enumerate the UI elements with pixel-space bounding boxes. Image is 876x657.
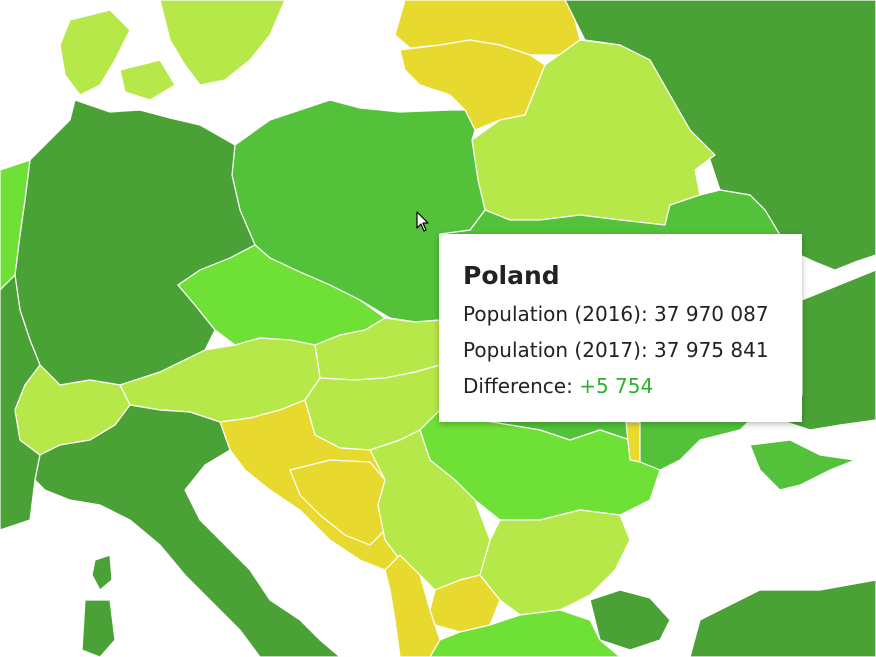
region-benelux[interactable] [0,159,31,291]
region-greece[interactable] [429,609,621,657]
region-germany[interactable] [14,99,256,386]
region-italy[interactable] [34,404,341,657]
region-sweden[interactable] [159,0,286,86]
tooltip-difference-label: Difference: [463,374,573,398]
country-tooltip: Poland Population (2016): 37 970 087 Pop… [439,234,802,422]
region-moldova[interactable] [625,421,641,463]
tooltip-difference-value: +5 754 [579,374,654,398]
tooltip-2016-label: Population (2016): [463,302,648,326]
region-turkey[interactable] [589,579,876,657]
region-bulgaria[interactable] [479,509,631,616]
tooltip-2017-value: 37 975 841 [654,338,769,362]
region-corsica[interactable] [81,554,116,657]
tooltip-2016-value: 37 970 087 [654,302,769,326]
region-crimea[interactable] [749,439,856,491]
tooltip-country-name: Poland [463,261,560,290]
tooltip-2017-label: Population (2017): [463,338,648,362]
region-denmark[interactable] [59,9,176,101]
arrow-cursor-icon [416,211,429,232]
tooltip-row-2016: Population (2016): 37 970 087 [463,296,802,332]
tooltip-row-difference: Difference: +5 754 [463,368,802,404]
tooltip-row-2017: Population (2017): 37 975 841 [463,332,802,368]
